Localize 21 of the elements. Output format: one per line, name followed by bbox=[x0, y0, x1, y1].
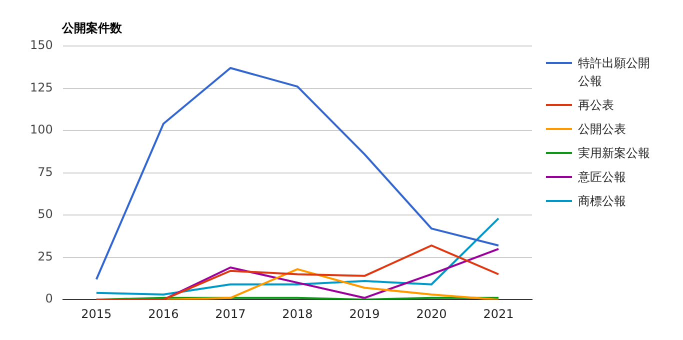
x-tick-label: 2019 bbox=[349, 306, 380, 321]
legend-label: 再公表 bbox=[578, 97, 614, 114]
y-tick-label: 50 bbox=[38, 207, 53, 222]
y-tick-label: 100 bbox=[30, 122, 53, 137]
y-tick-label: 150 bbox=[30, 38, 53, 52]
x-tick-label: 2016 bbox=[148, 306, 179, 321]
x-tick-label: 2018 bbox=[282, 306, 313, 321]
y-tick-label: 75 bbox=[38, 164, 53, 179]
legend-label: 公開公表 bbox=[578, 121, 626, 138]
legend-label: 商標公報 bbox=[578, 193, 626, 210]
legend-label: 意匠公報 bbox=[578, 169, 626, 186]
x-tick-label: 2020 bbox=[416, 306, 447, 321]
chart-title: 公開案件数 bbox=[62, 20, 122, 37]
legend-label: 実用新案公報 bbox=[578, 145, 650, 162]
x-tick-label: 2021 bbox=[483, 306, 514, 321]
x-tick-label: 2015 bbox=[81, 306, 112, 321]
x-tick-label: 2017 bbox=[215, 306, 246, 321]
legend-label: 特許出願公開公報 bbox=[578, 55, 651, 90]
y-tick-label: 25 bbox=[38, 249, 53, 264]
y-tick-label: 0 bbox=[45, 292, 53, 306]
y-tick-label: 125 bbox=[30, 80, 53, 94]
